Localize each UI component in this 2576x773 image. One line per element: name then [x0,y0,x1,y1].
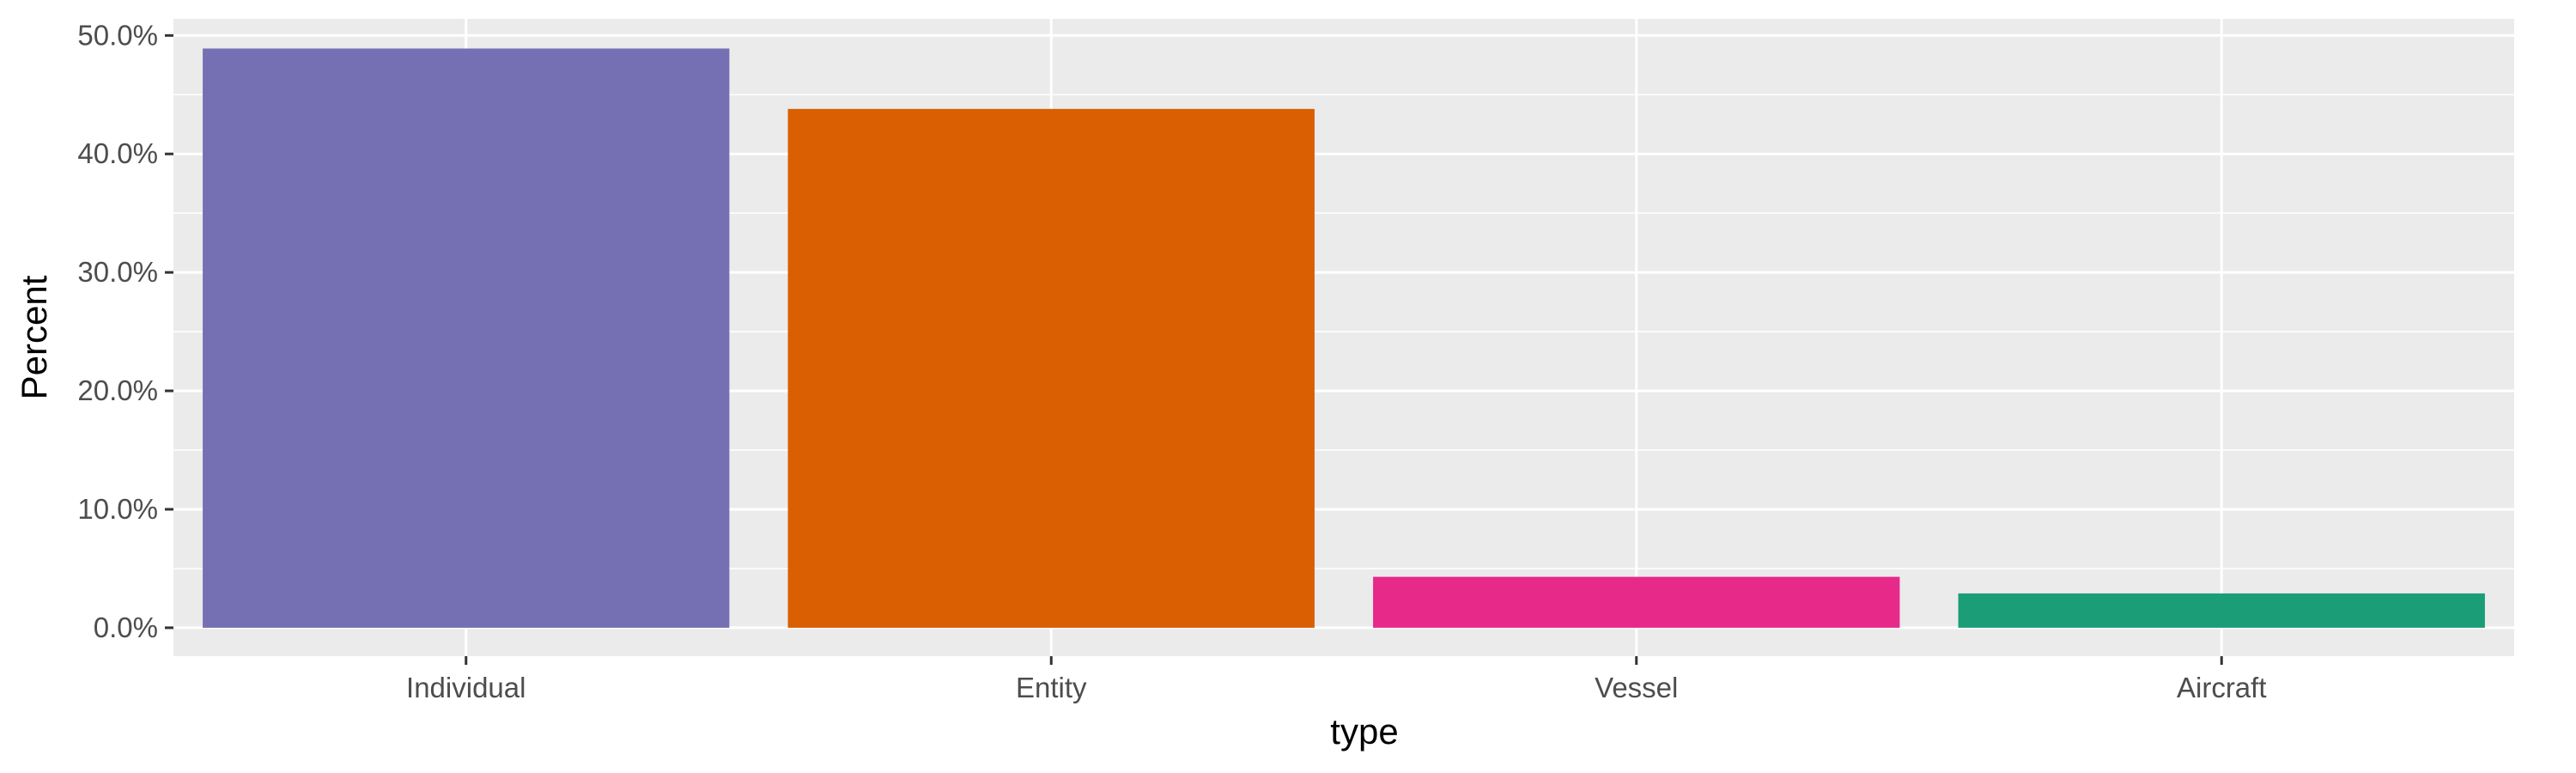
x-tick-label: Vessel [1595,672,1678,703]
x-axis-title: type [1330,711,1398,752]
y-tick-label: 20.0% [77,374,158,406]
y-tick-label: 30.0% [77,256,158,288]
y-tick-label: 40.0% [77,137,158,169]
bar-individual [203,48,730,628]
x-tick-label: Individual [406,672,526,703]
y-axis-title: Percent [14,275,54,399]
x-tick-label: Entity [1016,672,1087,703]
x-tick-label: Aircraft [2177,672,2267,703]
y-tick-label: 0.0% [94,612,158,643]
x-axis: Individual Entity Vessel Aircraft [406,656,2267,703]
y-tick-label: 50.0% [77,19,158,51]
bar-aircraft [1958,593,2485,628]
y-tick-label: 10.0% [77,493,158,525]
bar-entity [787,108,1315,628]
y-axis: 0.0% 10.0% 20.0% 30.0% 40.0% 50.0% [77,19,173,643]
bars [203,48,2485,628]
bar-vessel [1373,576,1900,628]
